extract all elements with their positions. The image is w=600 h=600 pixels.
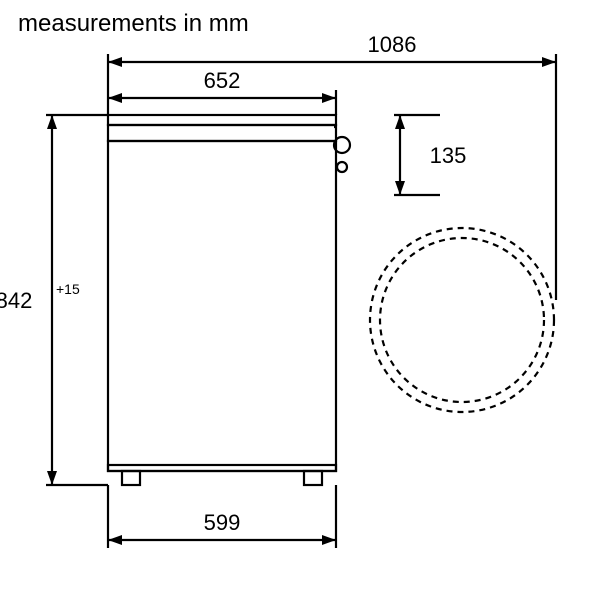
- svg-text:842: 842: [0, 288, 32, 313]
- diagram-svg: 1086 652 135 842 +15 599: [0, 0, 600, 600]
- svg-text:+15: +15: [56, 281, 80, 297]
- svg-text:135: 135: [430, 143, 467, 168]
- svg-text:652: 652: [204, 68, 241, 93]
- svg-text:599: 599: [204, 510, 241, 535]
- svg-text:1086: 1086: [368, 32, 417, 57]
